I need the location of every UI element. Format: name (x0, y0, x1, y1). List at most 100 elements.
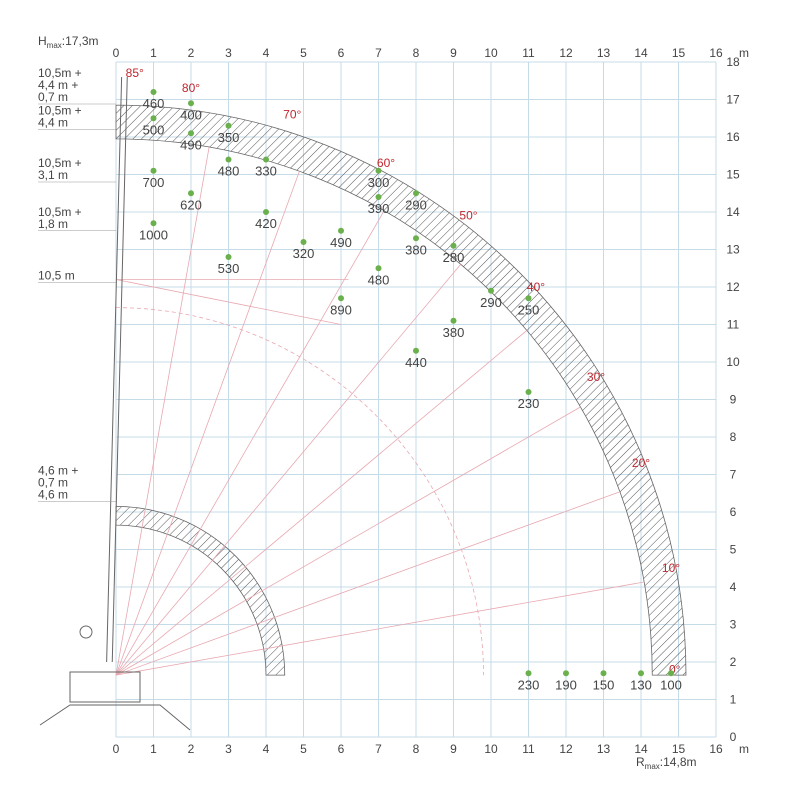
load-label: 380 (443, 325, 465, 340)
y-tick-label: 14 (726, 205, 740, 219)
crane-body (69, 671, 141, 703)
boom-angle-labels: 85° 80° 70° 60° 50° 40° 30° 20° 10° 0° (126, 66, 681, 676)
x-tick-label-top: 6 (338, 46, 345, 60)
load-label: 530 (218, 261, 240, 276)
angle-line (115, 264, 462, 676)
load-label: 480 (218, 164, 240, 179)
boom-length-label: 4,6 m + (38, 464, 78, 478)
y-tick-label: 2 (730, 655, 737, 669)
boom-length-label: 10,5m + (38, 205, 82, 219)
boom-length-label: 4,4 m (38, 116, 68, 130)
load-point (413, 347, 419, 354)
load-point (225, 156, 232, 163)
load-point (525, 389, 532, 395)
load-label: 290 (405, 197, 427, 212)
angle-label: 50° (459, 209, 477, 223)
load-label: 100 (660, 677, 682, 692)
y-tick-label: 16 (726, 130, 740, 144)
x-tick-label-bottom: 1 (150, 742, 157, 756)
load-label: 400 (180, 107, 202, 122)
boom-length-label: 3,1 m (38, 168, 68, 182)
angle-line (115, 171, 300, 676)
y-tick-label: 1 (730, 693, 737, 707)
y-tick-label: 9 (730, 393, 737, 407)
load-point (525, 670, 532, 677)
inner-hatch-band (115, 505, 286, 676)
x-tick-label-top: 11 (522, 46, 535, 60)
boom-length-label: 0,7 m (38, 90, 68, 104)
x-tick-label-bottom: 0 (113, 742, 120, 756)
crane-boom (111, 76, 128, 663)
y-tick-label: 0 (730, 730, 737, 744)
boom-length-label: 0,7 m (38, 476, 68, 490)
x-tick-label-bottom: 4 (263, 742, 270, 756)
load-label: 490 (180, 137, 202, 152)
x-tick-label-bottom: 3 (225, 742, 232, 756)
load-point (488, 287, 494, 294)
x-tick-label-bottom: 15 (672, 742, 686, 756)
angle-line (115, 581, 645, 676)
angle-line (115, 406, 581, 676)
load-point (150, 115, 157, 122)
x-tick-label-bottom: 7 (375, 742, 382, 756)
load-point (300, 239, 307, 245)
x-tick-label-top: 9 (450, 46, 457, 60)
x-tick-label-bottom: 5 (300, 742, 307, 756)
load-label: 1000 (139, 227, 168, 242)
hmax-label: Hmax:17,3m (38, 34, 98, 50)
load-label: 380 (405, 242, 427, 257)
x-unit-top: m (739, 46, 749, 60)
load-label: 330 (255, 164, 277, 179)
y-tick-label: 4 (730, 580, 737, 594)
load-point (263, 156, 269, 163)
x-tick-label-top: 1 (150, 46, 157, 60)
load-point (338, 227, 344, 234)
boom-length-label: 1,8 m (38, 217, 68, 231)
angle-line (115, 146, 210, 676)
x-tick-label-bottom: 9 (450, 742, 457, 756)
load-point (263, 209, 269, 215)
angle-label: 85° (126, 66, 144, 80)
angle-label: 30° (587, 370, 605, 384)
load-label: 190 (555, 677, 577, 692)
angle-label: 80° (182, 81, 200, 95)
x-tick-label-top: 16 (709, 46, 723, 60)
range-arc (115, 307, 484, 676)
load-point (225, 122, 232, 129)
load-label: 280 (443, 250, 465, 265)
x-tick-label-top: 15 (672, 46, 686, 60)
load-label: 320 (293, 246, 315, 261)
load-point (188, 130, 194, 137)
angle-line (115, 491, 621, 676)
load-points: 460 400 500 350 490 480 330 700 300 620 290 390 420 1… (139, 89, 682, 692)
x-tick-label-top: 2 (188, 46, 195, 60)
x-tick-label-top: 8 (413, 46, 420, 60)
boom-line (115, 279, 342, 325)
y-tick-label: 10 (726, 355, 740, 369)
load-point (225, 254, 232, 260)
boom-length-label: 10,5m + (38, 104, 82, 118)
load-point (338, 295, 344, 302)
load-label: 440 (405, 355, 427, 370)
load-label: 350 (218, 130, 240, 145)
x-tick-label-bottom: 12 (559, 742, 573, 756)
load-label: 300 (368, 175, 390, 190)
y-tick-label: 6 (730, 505, 737, 519)
load-label: 700 (143, 175, 165, 190)
load-point (150, 167, 157, 174)
angle-label: 10° (662, 561, 680, 575)
x-tick-label-top: 12 (559, 46, 573, 60)
angle-line (115, 210, 385, 676)
x-tick-label-bottom: 14 (634, 742, 648, 756)
axis-ticks: 0011223344556677889910101111121213131414… (113, 46, 749, 756)
boom-length-label: 10,5m + (38, 66, 82, 80)
x-tick-label-bottom: 11 (522, 742, 535, 756)
x-tick-label-bottom: 10 (484, 742, 498, 756)
load-point (375, 167, 382, 174)
crane-boom-edge (106, 76, 123, 663)
outer-hatch-band (115, 104, 687, 676)
load-point (563, 670, 569, 677)
load-label: 890 (330, 302, 352, 317)
angle-label: 20° (632, 456, 650, 470)
